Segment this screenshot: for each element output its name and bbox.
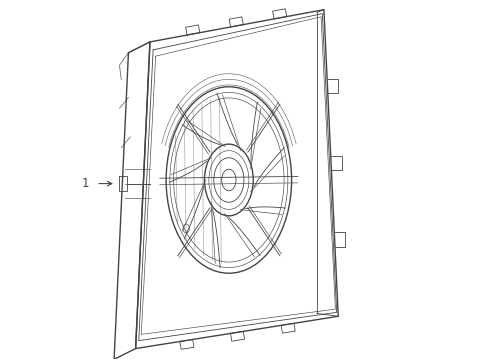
Text: 1: 1 bbox=[82, 177, 89, 190]
